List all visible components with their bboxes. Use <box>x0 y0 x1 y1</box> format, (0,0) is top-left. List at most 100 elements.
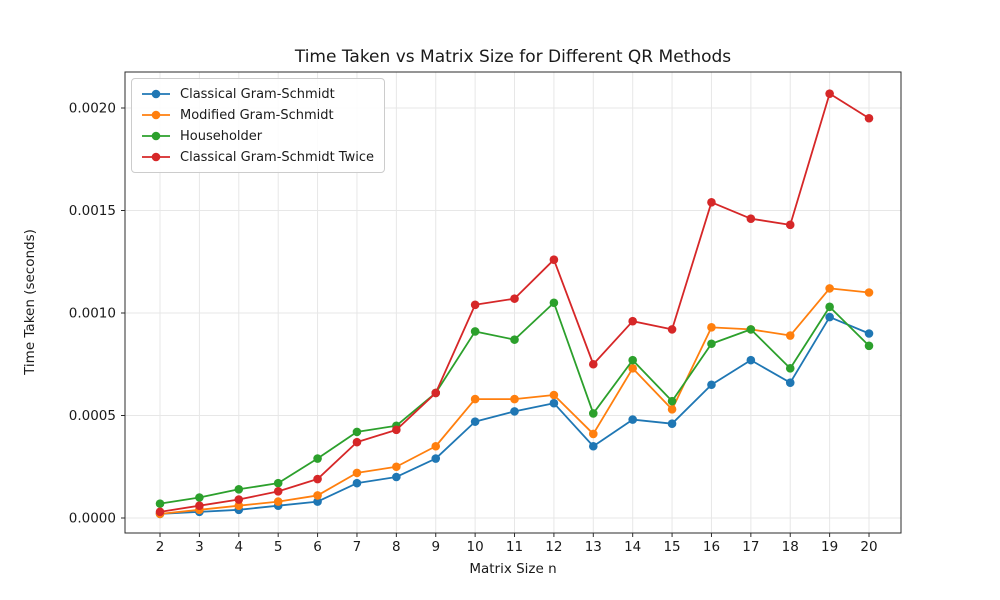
x-tick-label: 19 <box>821 539 838 555</box>
data-point <box>313 497 322 506</box>
data-point <box>352 427 362 437</box>
data-point <box>746 214 756 223</box>
legend-item: Householder <box>141 127 374 145</box>
data-point <box>470 327 480 336</box>
data-point <box>746 325 756 334</box>
data-point <box>549 255 559 264</box>
x-axis-label: Matrix Size n <box>469 561 557 577</box>
data-point <box>510 407 519 416</box>
data-point <box>470 300 480 310</box>
x-tick-label: 20 <box>860 539 877 555</box>
y-tick-label: 0.0010 <box>69 305 116 321</box>
legend-line-marker-icon <box>142 152 170 162</box>
plot-border <box>124 71 902 534</box>
x-tick-label: 14 <box>624 539 641 555</box>
chart-title: Time Taken vs Matrix Size for Different … <box>294 47 732 67</box>
data-point <box>588 441 598 451</box>
data-point <box>825 312 834 322</box>
legend-label: Classical Gram-Schmidt <box>180 86 335 102</box>
data-point <box>392 462 401 472</box>
data-point <box>864 113 874 123</box>
data-point <box>588 429 598 439</box>
legend-item: Classical Gram-Schmidt Twice <box>141 148 374 166</box>
legend-line-marker-icon <box>142 89 170 99</box>
data-point <box>864 288 874 297</box>
data-point <box>628 316 637 326</box>
data-point <box>825 284 834 293</box>
data-point <box>470 394 480 404</box>
data-point <box>864 341 874 351</box>
legend-line-marker-icon <box>142 110 170 120</box>
legend: Classical Gram-Schmidt Modified Gram-Schm… <box>131 78 385 173</box>
data-point <box>392 425 401 435</box>
data-point <box>470 417 480 426</box>
data-point <box>549 398 559 408</box>
data-point <box>549 298 559 308</box>
x-tick-label: 15 <box>663 539 680 555</box>
data-point <box>352 437 362 447</box>
y-tick-label: 0.0020 <box>69 100 116 116</box>
data-point <box>825 302 834 312</box>
legend-label: Modified Gram-Schmidt <box>180 107 334 123</box>
x-tick-label: 4 <box>234 539 243 555</box>
y-axis-label: Time Taken (seconds) <box>22 229 38 375</box>
x-tick-label: 10 <box>467 539 484 555</box>
data-point <box>825 89 834 98</box>
x-tick-label: 5 <box>274 539 283 555</box>
data-point <box>431 388 441 398</box>
data-point <box>234 484 244 494</box>
data-point <box>510 294 519 303</box>
data-point <box>628 415 637 424</box>
legend-item: Classical Gram-Schmidt <box>141 85 374 103</box>
data-point <box>667 419 677 428</box>
data-point <box>707 197 716 207</box>
data-point <box>195 493 204 502</box>
data-point <box>352 468 362 478</box>
data-point <box>864 329 874 338</box>
data-point <box>313 491 322 500</box>
y-tick-label: 0.0000 <box>69 510 116 526</box>
x-tick-label: 6 <box>313 539 322 555</box>
data-point <box>549 390 559 400</box>
data-point <box>510 394 519 404</box>
data-point <box>628 364 637 373</box>
data-point <box>195 501 204 510</box>
data-point <box>707 323 716 332</box>
data-point <box>588 359 598 369</box>
data-point <box>352 478 362 488</box>
x-tick-label: 18 <box>782 539 799 555</box>
x-tick-label: 2 <box>156 539 165 555</box>
data-point <box>785 220 795 230</box>
legend-label: Householder <box>180 128 263 144</box>
x-tick-label: 13 <box>585 539 602 555</box>
data-point <box>431 441 441 451</box>
legend-line-marker-icon <box>142 131 170 141</box>
data-point <box>431 454 441 463</box>
data-point <box>273 478 283 488</box>
data-point <box>667 396 677 406</box>
data-point <box>392 472 401 482</box>
data-point <box>667 405 677 414</box>
y-tick-label: 0.0005 <box>69 408 116 424</box>
data-point <box>667 325 677 334</box>
x-tick-label: 3 <box>195 539 204 555</box>
data-point <box>273 497 283 506</box>
data-point <box>707 380 716 390</box>
data-point <box>588 409 598 418</box>
data-point <box>785 378 795 387</box>
data-point <box>746 355 756 365</box>
data-point <box>155 499 165 508</box>
x-tick-label: 17 <box>742 539 759 555</box>
legend-label: Classical Gram-Schmidt Twice <box>180 149 374 165</box>
x-tick-label: 8 <box>392 539 401 555</box>
data-point <box>707 339 716 349</box>
x-tick-label: 12 <box>545 539 562 555</box>
data-point <box>234 495 244 504</box>
x-tick-label: 9 <box>431 539 440 555</box>
data-point <box>273 487 283 496</box>
x-tick-label: 11 <box>506 539 523 555</box>
data-point <box>155 507 165 517</box>
x-tick-label: 7 <box>353 539 362 555</box>
data-point <box>510 335 519 344</box>
